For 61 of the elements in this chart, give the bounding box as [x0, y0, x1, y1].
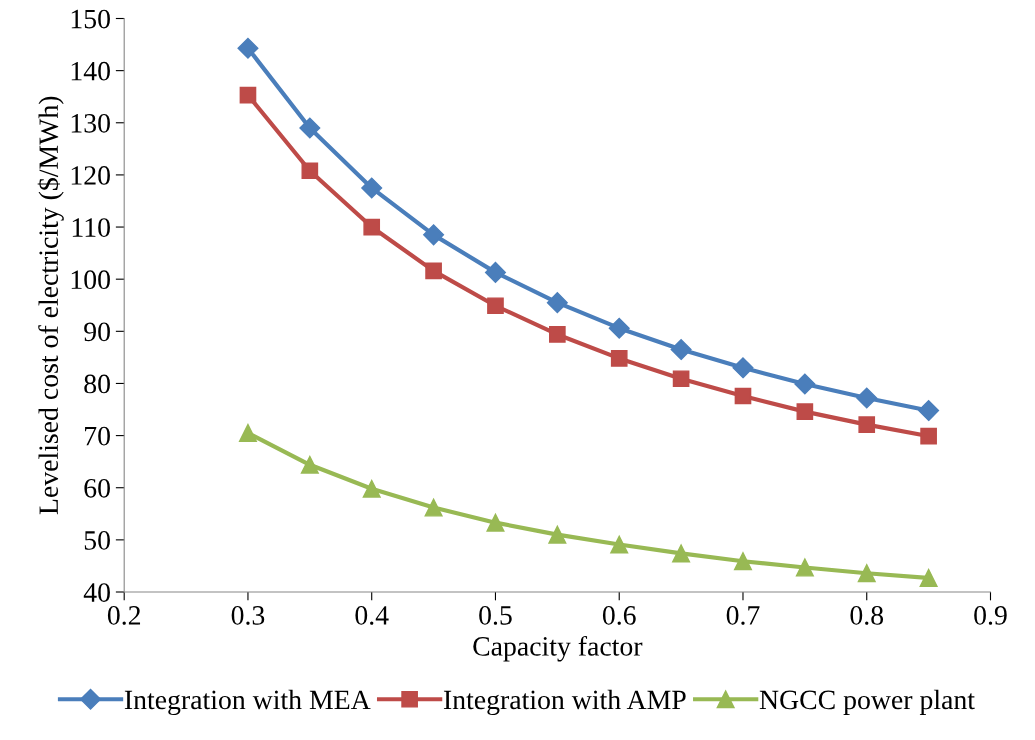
x-tick-label: 0.6	[602, 606, 636, 625]
y-tick-label: 150	[71, 9, 110, 29]
point	[608, 317, 630, 339]
point	[857, 564, 876, 583]
point	[300, 455, 319, 474]
y-tick-label: 110	[72, 218, 110, 237]
point	[362, 479, 381, 498]
y-tick-label: 70	[85, 426, 110, 446]
y-axis-title: Levelised cost of electricity ($/MWh)	[37, 96, 64, 515]
point	[487, 297, 504, 315]
point	[546, 292, 568, 314]
point	[670, 339, 692, 361]
legend-label: Integration with MEA	[124, 689, 371, 715]
x-tick-label: 0.3	[231, 606, 265, 625]
x-tick-label: 0.7	[726, 606, 760, 625]
point	[919, 568, 938, 587]
point	[856, 387, 878, 409]
x-axis-title: Capacity factor	[473, 635, 643, 662]
y-tick-label: 40	[83, 583, 110, 602]
point	[361, 177, 383, 199]
y-tick-label: 50	[84, 531, 110, 550]
point	[794, 373, 816, 395]
point	[918, 400, 940, 422]
point	[423, 224, 445, 246]
point	[732, 357, 754, 379]
legend-label: NGCC power plant	[759, 689, 975, 715]
point	[237, 37, 259, 59]
point	[238, 423, 257, 443]
point	[425, 262, 442, 280]
point	[610, 350, 628, 367]
point	[734, 387, 752, 405]
y-tick-label: 140	[71, 61, 110, 81]
y-tick-label: 120	[71, 166, 110, 185]
point	[239, 86, 257, 104]
y-tick-label: 80	[84, 374, 110, 394]
y-tick-label: 100	[71, 270, 110, 290]
point	[549, 326, 566, 343]
point	[299, 117, 321, 139]
point	[796, 403, 814, 420]
point	[733, 552, 753, 571]
point	[672, 544, 691, 563]
point	[920, 427, 937, 445]
x-tick-label: 0.8	[850, 606, 884, 625]
x-tick-label: 0.9	[974, 606, 1007, 625]
x-tick-label: 0.4	[355, 606, 389, 625]
point	[363, 218, 381, 236]
y-tick-label: 90	[84, 322, 110, 342]
point	[858, 416, 876, 433]
x-tick-label: 0.5	[479, 606, 512, 625]
point	[301, 162, 319, 180]
point	[610, 535, 629, 554]
point	[672, 370, 690, 388]
point	[424, 498, 443, 517]
x-tick-label: 0.2	[107, 606, 141, 625]
legend-label: Integration with AMP	[443, 689, 686, 715]
y-tick-label: 60	[84, 478, 110, 498]
y-tick-label: 130	[71, 113, 110, 133]
point	[795, 558, 814, 577]
point	[486, 513, 505, 532]
point	[484, 261, 506, 283]
point	[548, 525, 567, 544]
